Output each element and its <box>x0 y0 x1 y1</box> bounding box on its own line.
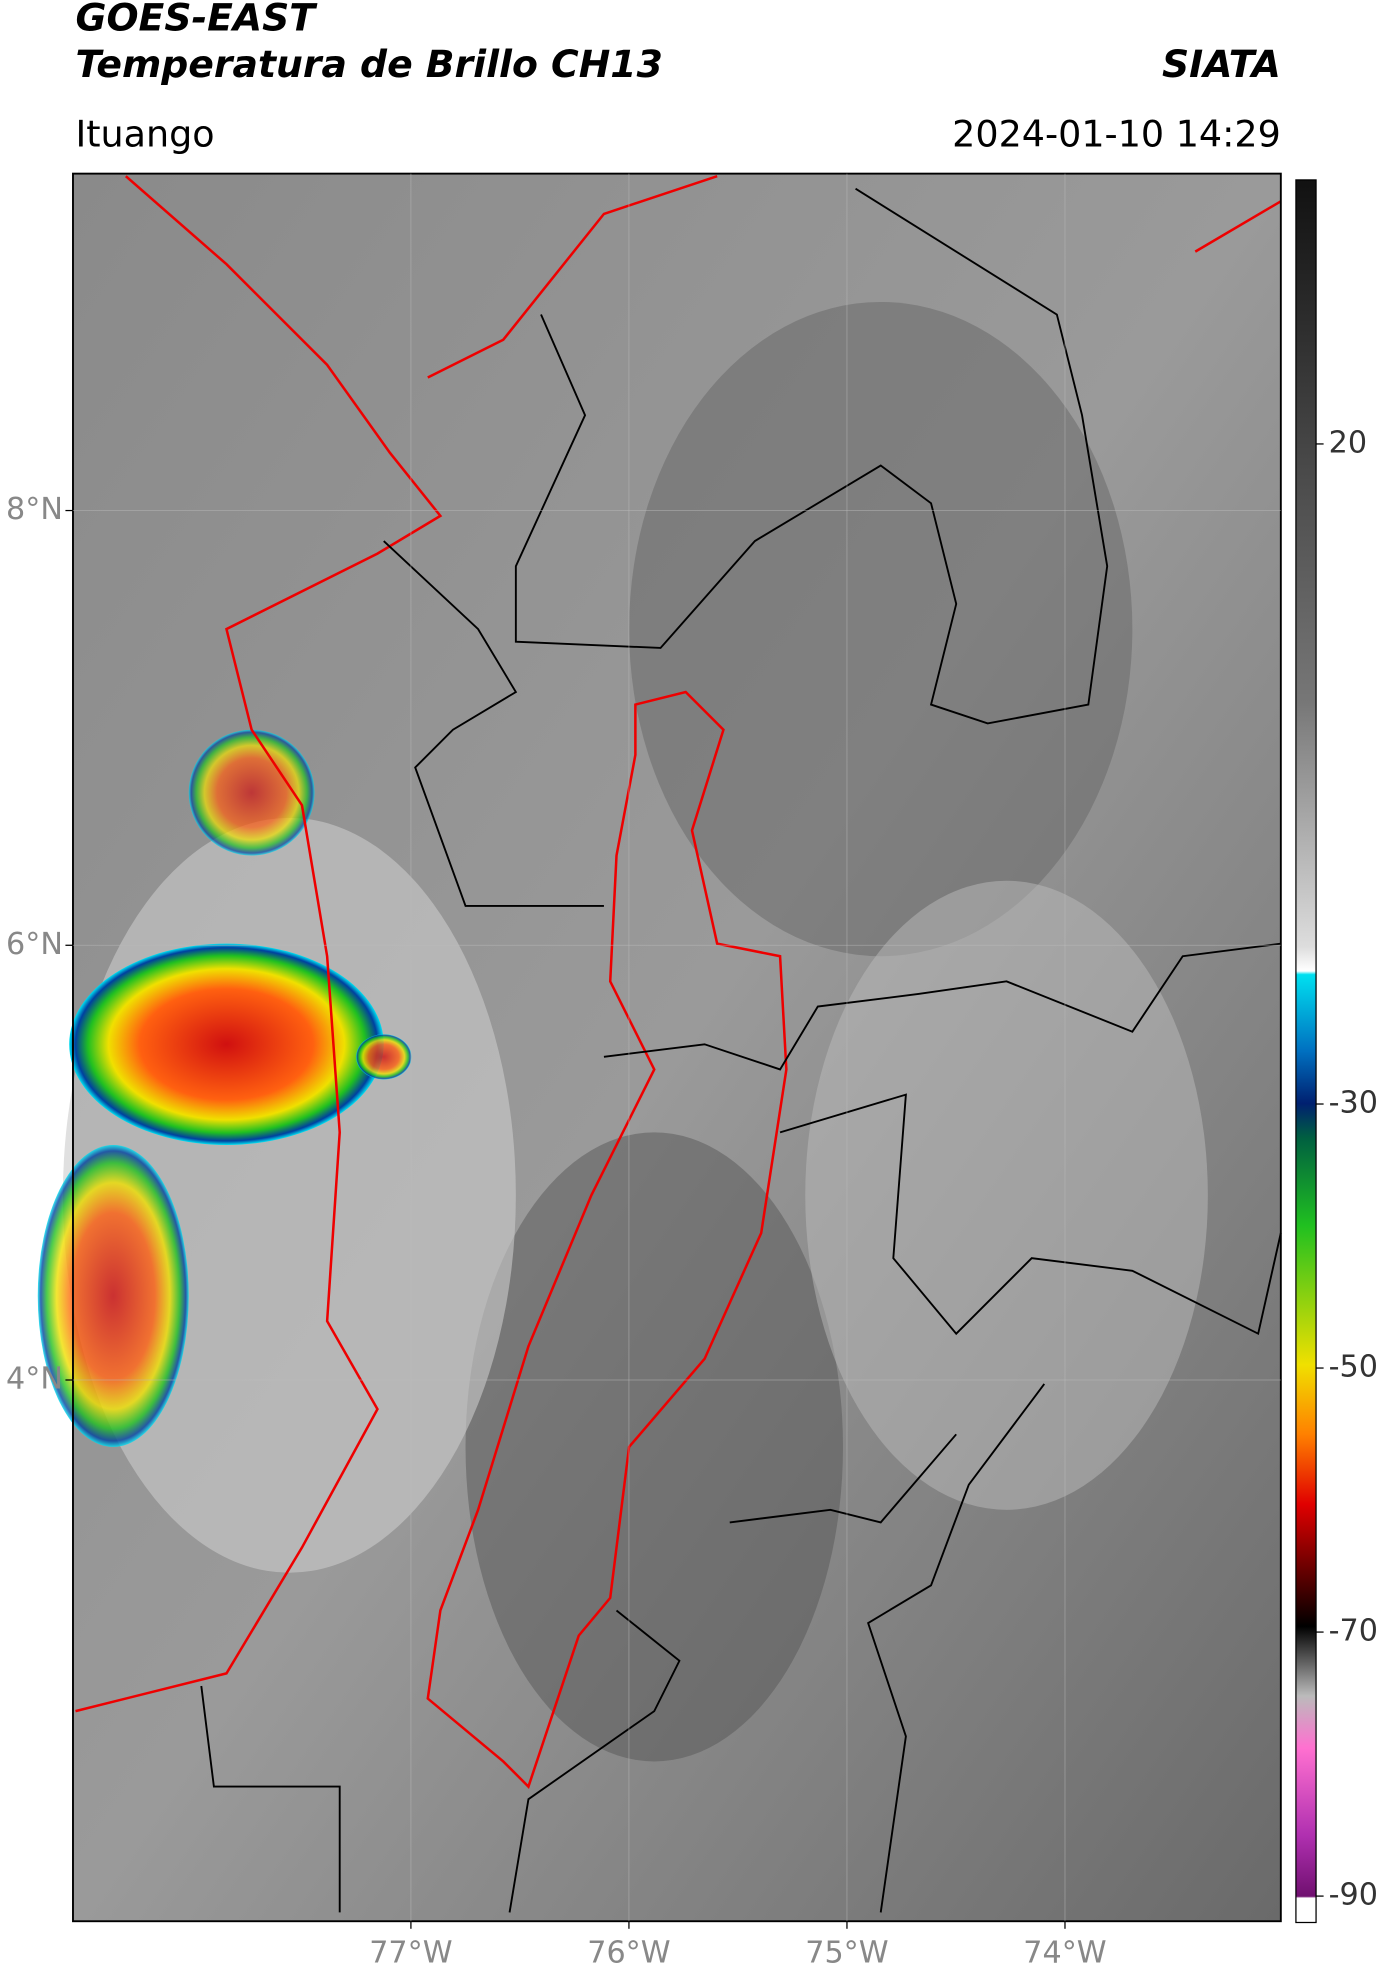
lon-label: 74°W <box>1023 1935 1106 1970</box>
lat-label: 8°N <box>6 492 63 527</box>
cloud <box>465 1132 843 1762</box>
brand: SIATA <box>1162 42 1281 86</box>
lat-label: 6°N <box>6 927 63 962</box>
lon-label: 76°W <box>587 1935 670 1970</box>
colorbar-label: -30 <box>1329 1086 1378 1121</box>
storm-cell <box>69 943 384 1145</box>
admin-border <box>200 187 1282 1913</box>
map-frame <box>72 172 1282 1923</box>
lon-label: 75°W <box>805 1935 888 1970</box>
colorbar-label: -90 <box>1329 1878 1378 1913</box>
timestamp: 2024-01-10 14:29 <box>952 112 1281 155</box>
cloud <box>805 880 1208 1510</box>
colorbar-label: 20 <box>1329 425 1367 460</box>
storm-cell <box>356 1034 412 1080</box>
subtitle: Temperatura de Brillo CH13 <box>75 42 662 86</box>
lat-label: 4°N <box>6 1361 63 1396</box>
coastline <box>427 174 1282 379</box>
storm-cell <box>188 729 315 856</box>
coastline <box>75 175 443 1713</box>
lon-label: 77°W <box>369 1935 452 1970</box>
location: Ituango <box>75 112 214 155</box>
region-border <box>426 690 788 1789</box>
cloud <box>629 301 1133 957</box>
colorbar-label: -50 <box>1329 1350 1378 1385</box>
storm-cell <box>37 1144 189 1447</box>
title: GOES-EAST <box>75 0 318 40</box>
map <box>37 172 1282 1923</box>
colorbar-label: -70 <box>1329 1614 1378 1649</box>
colorbar <box>1295 179 1317 1924</box>
